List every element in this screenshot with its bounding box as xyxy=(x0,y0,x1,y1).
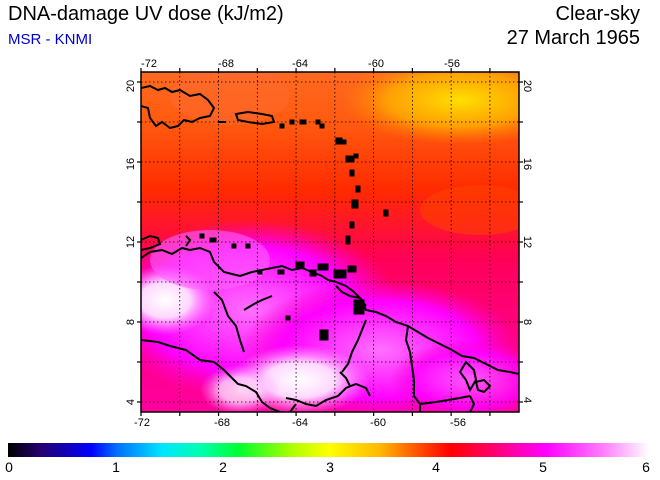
lat-label: 8 xyxy=(125,319,137,325)
islands xyxy=(199,119,389,341)
lat-label: 8 xyxy=(521,319,533,325)
lon-label: -68 xyxy=(214,417,230,429)
lon-label: -56 xyxy=(450,417,466,429)
lon-label: -72 xyxy=(141,58,157,70)
lat-labels-right: 20 16 12 8 4 xyxy=(521,80,533,403)
map-subtitle: MSR - KNMI xyxy=(8,31,93,48)
lon-label: -60 xyxy=(370,417,386,429)
lat-label: 4 xyxy=(125,399,137,405)
colorbar-label: 2 xyxy=(219,459,227,475)
lat-labels-left: 20 16 12 8 4 xyxy=(125,80,137,405)
frame-ticks xyxy=(137,68,523,416)
lon-label: -68 xyxy=(218,58,234,70)
colorbar-label: 4 xyxy=(432,459,440,475)
lon-labels-top: -72 -68 -64 -60 -56 xyxy=(141,58,460,70)
lat-label: 16 xyxy=(125,158,137,170)
uv-dose-map: -72 -68 -64 -60 -56 -72 -68 -64 -60 -56 … xyxy=(125,58,533,429)
lat-label: 20 xyxy=(125,80,137,92)
colorbar-label: 5 xyxy=(539,459,547,475)
lon-label: -72 xyxy=(134,417,150,429)
lat-label: 12 xyxy=(125,236,137,248)
lon-label: -64 xyxy=(292,58,308,70)
coastlines xyxy=(141,84,519,412)
colorbar-label: 3 xyxy=(326,459,334,475)
colorbar-label: 0 xyxy=(5,459,13,475)
colorbar-label: 1 xyxy=(112,459,120,475)
lat-label: 16 xyxy=(521,158,533,170)
uv-field xyxy=(141,72,519,412)
lat-label: 12 xyxy=(521,236,533,248)
lon-label: -60 xyxy=(368,58,384,70)
colorbar-label: 6 xyxy=(642,459,650,475)
lon-label: -64 xyxy=(292,417,308,429)
sky-condition: Clear-sky xyxy=(555,3,640,25)
map-title: DNA-damage UV dose (kJ/m2) xyxy=(8,3,284,25)
colorbar xyxy=(8,443,649,457)
lat-label: 4 xyxy=(521,397,533,403)
lon-labels-bottom: -72 -68 -64 -60 -56 xyxy=(134,417,466,429)
lon-label: -56 xyxy=(444,58,460,70)
lat-label: 20 xyxy=(521,80,533,92)
map-date: 27 March 1965 xyxy=(506,27,640,49)
